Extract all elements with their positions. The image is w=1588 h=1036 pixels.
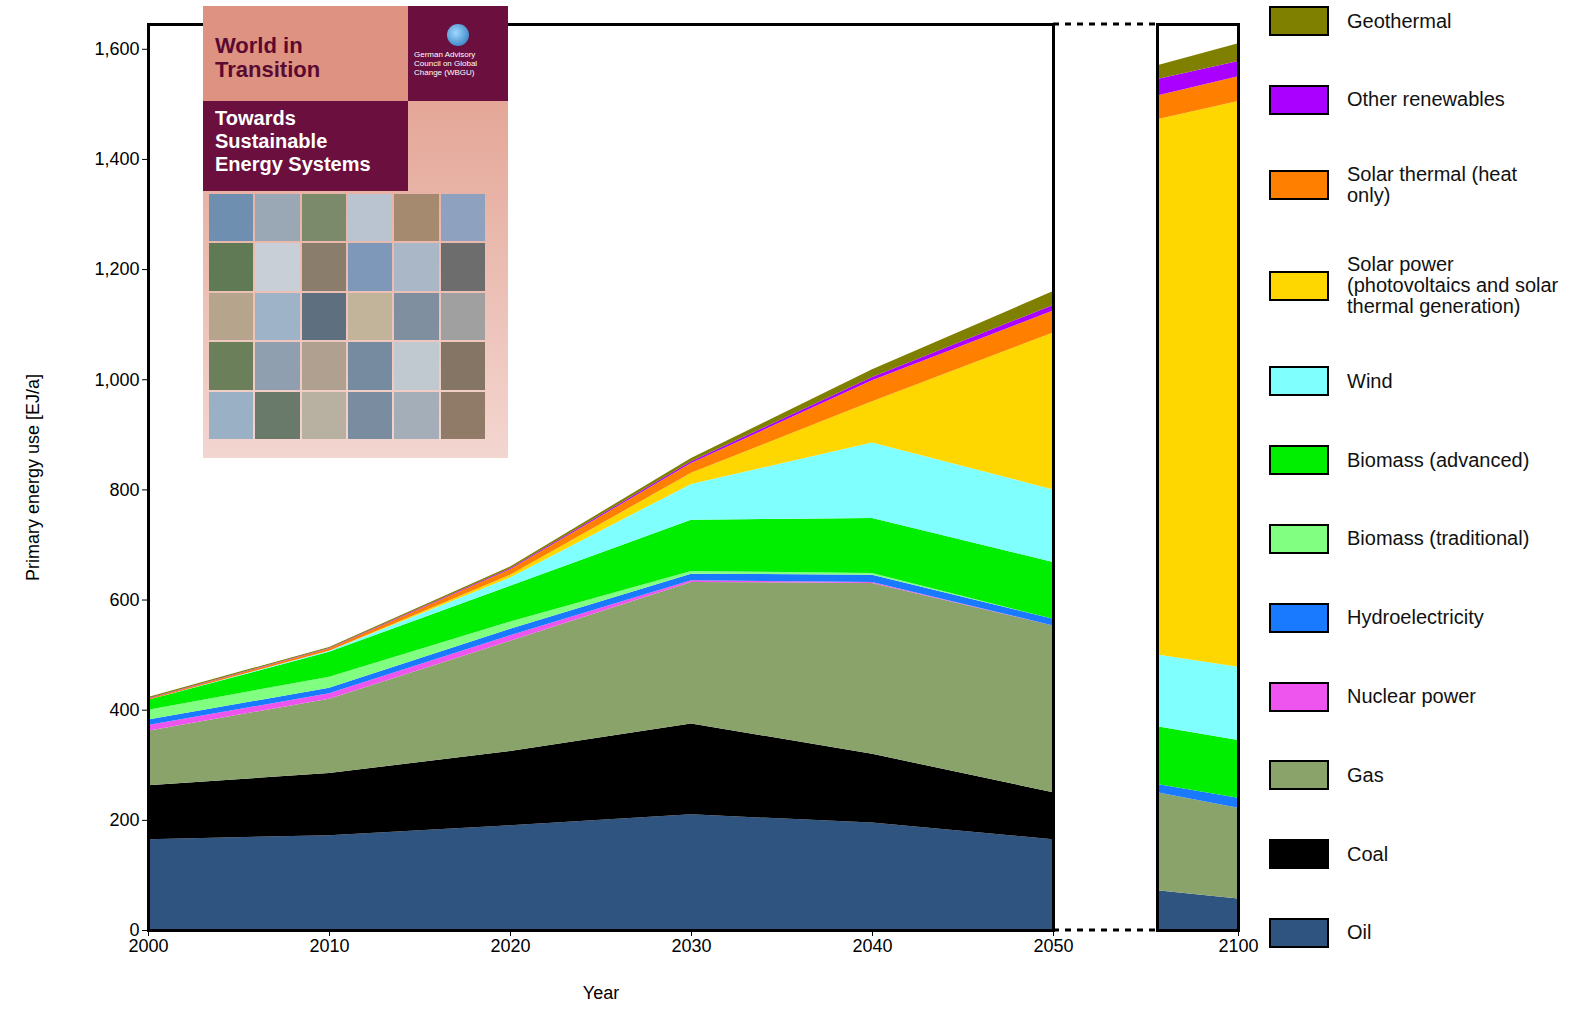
svg-text:2040: 2040: [852, 936, 892, 956]
html-text:Oil: Oil: [1347, 921, 1372, 944]
svg-text:800: 800: [109, 480, 139, 500]
svg-text:200: 200: [109, 810, 139, 830]
svg-text:2000: 2000: [128, 936, 168, 956]
svg-text:1,400: 1,400: [94, 149, 139, 169]
svg-text:1,000: 1,000: [94, 370, 139, 390]
svg-text:2010: 2010: [309, 936, 349, 956]
html-text:Geothermal: Geothermal: [1347, 9, 1452, 32]
html-text:Biomass (advanced): Biomass (advanced): [1347, 448, 1530, 471]
svg-text:2020: 2020: [490, 936, 530, 956]
svg-text:2100: 2100: [1218, 936, 1258, 956]
svg-text:400: 400: [109, 700, 139, 720]
html-text:World in Transition: World in Transition: [215, 33, 321, 83]
html-text:Solar power (photovoltaics and: Solar power (photovoltaics and solar the…: [1347, 253, 1559, 318]
svg-text:0: 0: [129, 920, 140, 941]
html-text:Gas: Gas: [1347, 763, 1384, 786]
html-text:Hydroelectricity: Hydroelectricity: [1347, 606, 1484, 629]
html-text:German Advisory Council on Glo: German Advisory Council on Global Change…: [414, 50, 478, 78]
svg-text:Primary energy use [EJ/a]: Primary energy use [EJ/a]: [23, 374, 43, 581]
svg-text:600: 600: [109, 590, 139, 610]
svg-text:2030: 2030: [671, 936, 711, 956]
html-text:Towards Sustainable Energy Sys: Towards Sustainable Energy Systems: [215, 107, 371, 175]
html-text:Solar thermal (heat only): Solar thermal (heat only): [1347, 162, 1518, 206]
html-text:Coal: Coal: [1347, 842, 1389, 865]
svg-text:1,600: 1,600: [94, 39, 139, 59]
html-text:Nuclear power: Nuclear power: [1347, 685, 1476, 707]
html-text:Other renewables: Other renewables: [1347, 88, 1505, 111]
html-text:Biomass (traditional): Biomass (traditional): [1347, 527, 1530, 550]
html-text:Wind: Wind: [1347, 369, 1393, 392]
svg-text:Year: Year: [583, 983, 619, 1003]
svg-text:2050: 2050: [1033, 936, 1073, 956]
svg-text:1,200: 1,200: [94, 259, 139, 279]
